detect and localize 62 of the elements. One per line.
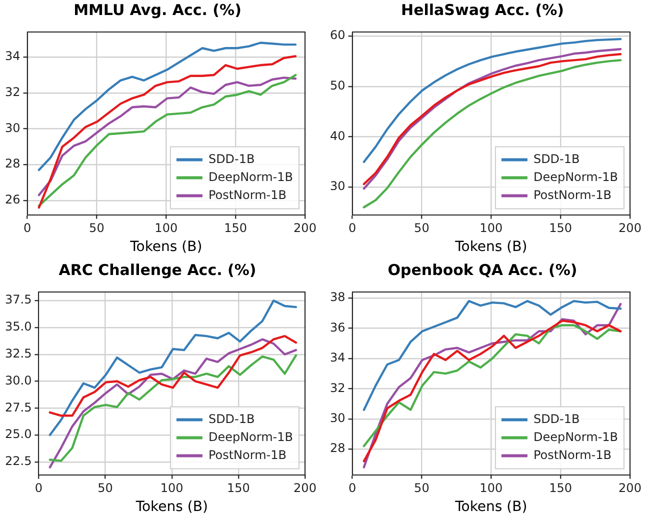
legend-label: PostNorm-1B [533, 188, 612, 202]
y-tick-label: 37.5 [5, 292, 32, 307]
legend-label: SDD-1B [208, 412, 255, 426]
x-tick-label: 200 [294, 481, 316, 496]
y-tick-label: 30.0 [5, 373, 32, 388]
legend-label: DeepNorm-1B [533, 170, 618, 184]
y-tick-label: 38 [330, 290, 346, 304]
x-axis-title: Tokens (B) [454, 499, 528, 516]
y-tick-label: 34 [4, 49, 20, 64]
y-tick-label: 30 [330, 411, 346, 426]
x-tick-label: 150 [549, 481, 572, 496]
chart-title: HellaSwag Acc. (%) [401, 0, 564, 19]
legend-label: DeepNorm-1B [533, 430, 618, 444]
y-tick-label: 40 [330, 128, 346, 143]
legend-label: PostNorm-1B [208, 188, 286, 202]
x-tick-label: 100 [160, 481, 184, 496]
legend-label: PostNorm-1B [533, 448, 612, 462]
y-tick-label: 26 [4, 192, 20, 207]
y-tick-label: 30 [4, 120, 20, 135]
y-tick-label: 60 [330, 28, 346, 42]
y-tick-label: 50 [330, 78, 346, 93]
x-tick-label: 0 [23, 221, 32, 236]
x-axis-title: Tokens (B) [454, 239, 528, 256]
x-tick-label: 150 [224, 221, 248, 236]
x-tick-label: 150 [226, 481, 250, 496]
x-tick-label: 50 [414, 481, 430, 496]
y-tick-label: 28 [330, 441, 346, 456]
x-tick-label: 0 [348, 221, 356, 236]
x-tick-label: 150 [549, 221, 572, 236]
x-tick-label: 200 [294, 221, 316, 236]
legend-label: SDD-1B [533, 152, 580, 166]
legend-label: DeepNorm-1B [208, 430, 294, 444]
x-axis-title: Tokens (B) [129, 239, 202, 256]
chart-title: MMLU Avg. Acc. (%) [74, 0, 242, 19]
x-tick-label: 100 [480, 481, 503, 496]
legend-label: SDD-1B [208, 152, 255, 166]
x-tick-label: 0 [34, 481, 43, 496]
x-tick-label: 50 [89, 221, 104, 236]
y-tick-label: 32 [330, 380, 346, 395]
chart-title: Openbook QA Acc. (%) [388, 260, 578, 279]
y-tick-label: 25.0 [5, 427, 32, 442]
x-tick-label: 100 [154, 221, 178, 236]
y-tick-label: 32.5 [5, 346, 32, 360]
x-tick-label: 0 [348, 481, 356, 496]
y-tick-label: 30 [330, 179, 346, 194]
x-tick-label: 100 [480, 221, 503, 236]
chart-title: ARC Challenge Acc. (%) [58, 260, 256, 279]
y-tick-label: 32 [4, 85, 20, 100]
legend-label: PostNorm-1B [208, 448, 286, 462]
x-tick-label: 200 [618, 221, 642, 236]
y-tick-label: 36 [330, 320, 346, 334]
y-tick-label: 35.0 [5, 320, 32, 334]
y-tick-label: 28 [4, 156, 20, 171]
x-axis-title: Tokens (B) [134, 499, 208, 516]
x-tick-label: 50 [98, 481, 113, 496]
legend-label: DeepNorm-1B [208, 170, 294, 184]
x-tick-label: 200 [618, 481, 642, 496]
y-tick-label: 22.5 [5, 454, 32, 468]
y-tick-label: 27.5 [5, 400, 32, 414]
y-tick-label: 34 [330, 350, 346, 365]
legend-label: SDD-1B [533, 412, 580, 426]
x-tick-label: 50 [414, 221, 430, 236]
